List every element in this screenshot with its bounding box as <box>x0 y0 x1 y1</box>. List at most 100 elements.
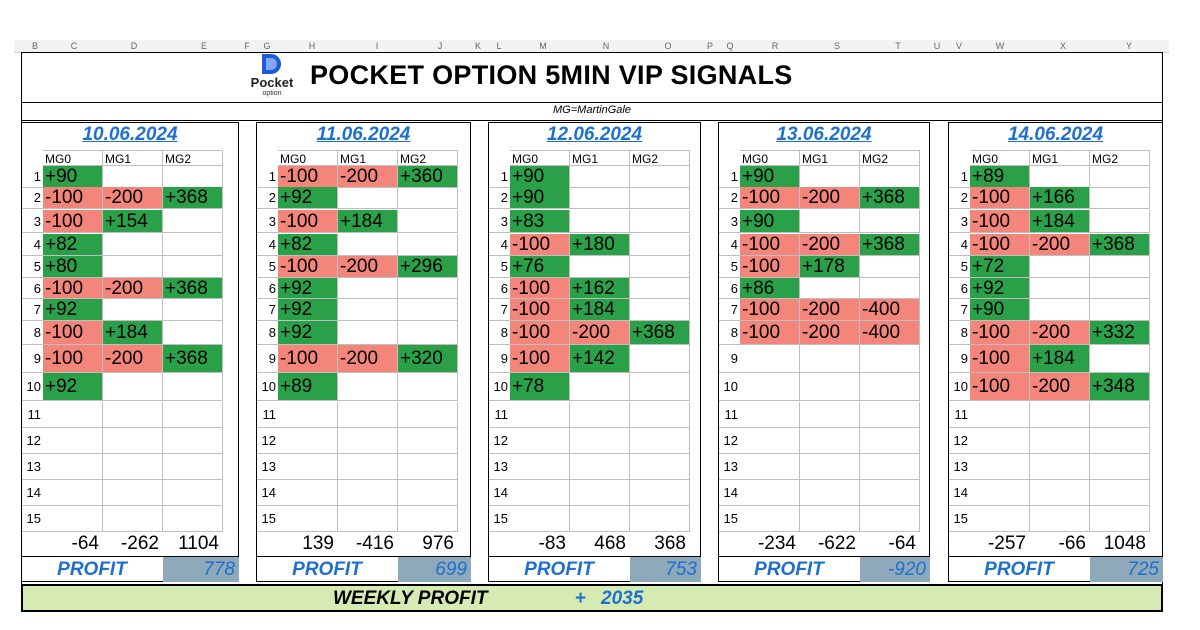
signal-cell[interactable]: -200 <box>800 321 860 345</box>
signal-cell[interactable]: -100 <box>740 256 800 278</box>
signal-cell[interactable] <box>163 166 223 188</box>
signal-cell[interactable] <box>630 506 690 532</box>
signal-cell[interactable] <box>1090 506 1150 532</box>
signal-cell[interactable] <box>1090 278 1150 299</box>
signal-cell[interactable]: +184 <box>570 299 630 321</box>
signal-cell[interactable] <box>740 506 800 532</box>
column-header-letter[interactable]: X <box>1059 41 1067 51</box>
signal-cell[interactable] <box>740 454 800 480</box>
signal-cell[interactable] <box>1090 166 1150 188</box>
signal-cell[interactable]: +89 <box>278 373 338 401</box>
signal-cell[interactable] <box>1090 345 1150 373</box>
signal-cell[interactable]: +92 <box>43 373 103 401</box>
signal-cell[interactable] <box>800 480 860 506</box>
signal-cell[interactable] <box>103 506 163 532</box>
mg-column-header[interactable]: MG0 <box>510 150 570 166</box>
signal-cell[interactable]: +154 <box>103 210 163 233</box>
signal-cell[interactable]: -400 <box>860 321 920 345</box>
signal-cell[interactable] <box>1030 299 1090 321</box>
signal-cell[interactable]: -100 <box>510 278 570 299</box>
signal-cell[interactable] <box>278 454 338 480</box>
signal-cell[interactable] <box>860 345 920 373</box>
signal-cell[interactable]: -100 <box>278 256 338 278</box>
signal-cell[interactable] <box>1030 428 1090 454</box>
column-header-letter[interactable]: K <box>474 41 482 51</box>
column-header-letter[interactable]: R <box>771 41 779 51</box>
signal-cell[interactable] <box>570 210 630 233</box>
signal-cell[interactable] <box>398 480 458 506</box>
signal-cell[interactable] <box>1030 402 1090 428</box>
signal-cell[interactable] <box>510 506 570 532</box>
signal-cell[interactable] <box>570 506 630 532</box>
column-header-letter[interactable]: P <box>706 41 714 51</box>
signal-cell[interactable]: -100 <box>43 278 103 299</box>
signal-cell[interactable] <box>740 480 800 506</box>
signal-cell[interactable] <box>800 345 860 373</box>
signal-cell[interactable] <box>338 428 398 454</box>
signal-cell[interactable]: -100 <box>740 234 800 256</box>
signal-cell[interactable]: -100 <box>278 166 338 188</box>
signal-cell[interactable] <box>278 506 338 532</box>
signal-cell[interactable]: +80 <box>43 256 103 278</box>
signal-cell[interactable] <box>43 454 103 480</box>
signal-cell[interactable] <box>510 402 570 428</box>
mg-column-header[interactable]: MG0 <box>43 150 103 166</box>
signal-cell[interactable]: -200 <box>1030 373 1090 401</box>
signal-cell[interactable]: +142 <box>570 345 630 373</box>
signal-cell[interactable]: -100 <box>740 321 800 345</box>
signal-cell[interactable] <box>1090 256 1150 278</box>
column-header-letter[interactable]: B <box>31 41 39 51</box>
signal-cell[interactable] <box>1030 166 1090 188</box>
signal-cell[interactable] <box>800 373 860 401</box>
signal-cell[interactable] <box>103 166 163 188</box>
signal-cell[interactable] <box>970 480 1030 506</box>
signal-cell[interactable] <box>338 454 398 480</box>
column-header-letter[interactable]: F <box>244 41 250 51</box>
column-header-letter[interactable]: T <box>895 41 901 51</box>
signal-cell[interactable] <box>103 454 163 480</box>
mg-column-header[interactable]: MG2 <box>1090 150 1150 166</box>
column-header-letter[interactable]: G <box>263 41 271 51</box>
signal-cell[interactable] <box>630 234 690 256</box>
signal-cell[interactable] <box>800 278 860 299</box>
signal-cell[interactable] <box>570 428 630 454</box>
signal-cell[interactable] <box>570 402 630 428</box>
signal-cell[interactable] <box>338 187 398 209</box>
signal-cell[interactable]: -100 <box>43 187 103 209</box>
column-header-letter[interactable]: N <box>602 41 610 51</box>
signal-cell[interactable] <box>740 402 800 428</box>
signal-cell[interactable]: -200 <box>338 166 398 188</box>
signal-cell[interactable]: +83 <box>510 210 570 233</box>
signal-cell[interactable] <box>630 166 690 188</box>
signal-cell[interactable]: -100 <box>43 210 103 233</box>
signal-cell[interactable]: -200 <box>103 345 163 373</box>
signal-cell[interactable] <box>510 454 570 480</box>
signal-cell[interactable] <box>630 454 690 480</box>
signal-cell[interactable]: +92 <box>278 299 338 321</box>
signal-cell[interactable]: -200 <box>800 187 860 209</box>
signal-cell[interactable] <box>43 428 103 454</box>
signal-cell[interactable] <box>338 321 398 345</box>
signal-cell[interactable] <box>43 402 103 428</box>
signal-cell[interactable] <box>630 480 690 506</box>
signal-cell[interactable]: -100 <box>278 345 338 373</box>
signal-cell[interactable] <box>163 210 223 233</box>
signal-cell[interactable] <box>630 256 690 278</box>
signal-cell[interactable] <box>163 428 223 454</box>
signal-cell[interactable] <box>1090 299 1150 321</box>
signal-cell[interactable] <box>1030 506 1090 532</box>
signal-cell[interactable] <box>1030 480 1090 506</box>
signal-cell[interactable]: -200 <box>1030 321 1090 345</box>
signal-cell[interactable] <box>860 428 920 454</box>
signal-cell[interactable] <box>630 210 690 233</box>
signal-cell[interactable] <box>800 402 860 428</box>
signal-cell[interactable] <box>970 506 1030 532</box>
signal-cell[interactable]: +296 <box>398 256 458 278</box>
column-header-letter[interactable]: E <box>200 41 208 51</box>
signal-cell[interactable] <box>398 299 458 321</box>
signal-cell[interactable]: +368 <box>860 187 920 209</box>
signal-cell[interactable] <box>103 256 163 278</box>
mg-column-header[interactable]: MG2 <box>860 150 920 166</box>
signal-cell[interactable] <box>398 373 458 401</box>
signal-cell[interactable]: +368 <box>1090 234 1150 256</box>
